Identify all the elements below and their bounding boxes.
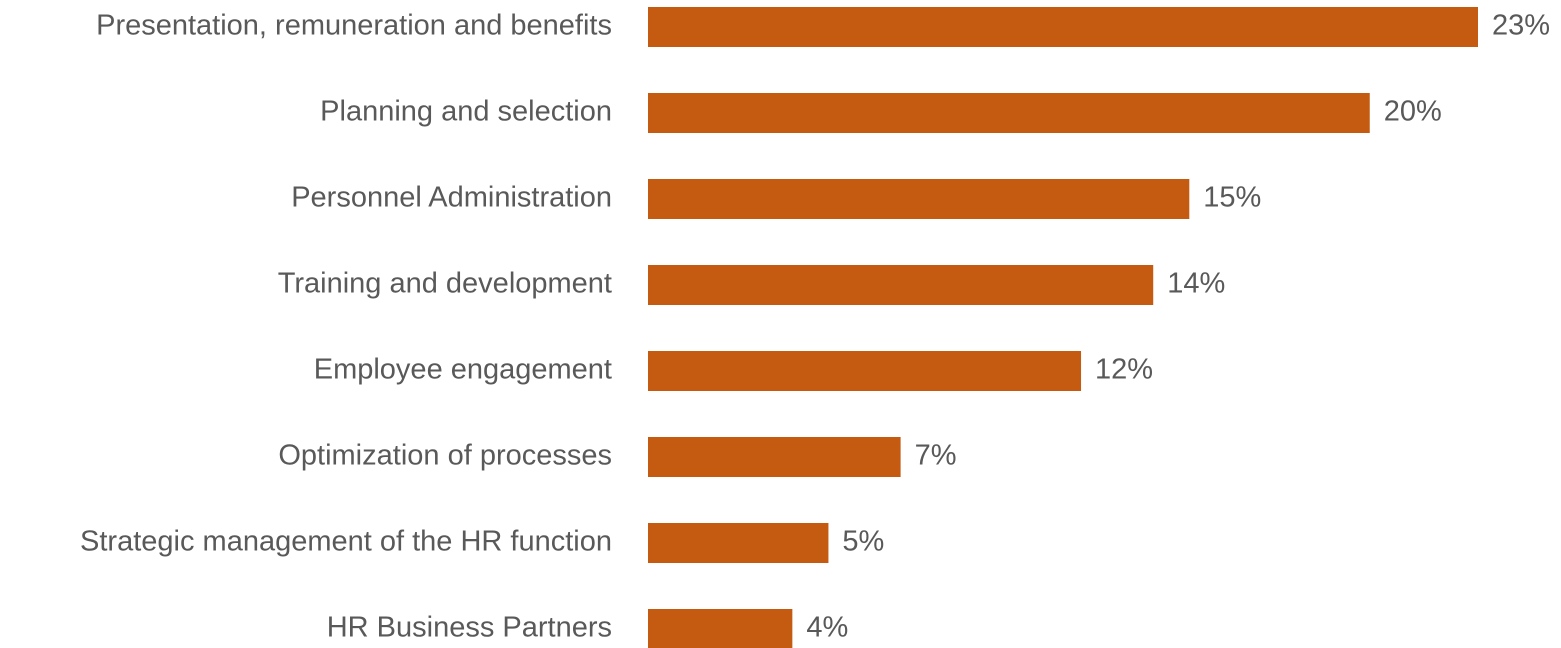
bar xyxy=(648,93,1370,133)
category-label: Optimization of processes xyxy=(278,440,612,472)
category-label: Personnel Administration xyxy=(291,182,612,214)
value-label: 15% xyxy=(1203,182,1261,214)
value-label: 4% xyxy=(806,612,848,644)
bar xyxy=(648,179,1190,219)
category-label: Training and development xyxy=(278,268,612,300)
category-label: Strategic management of the HR function xyxy=(80,526,612,558)
bar xyxy=(648,609,793,648)
bar xyxy=(648,265,1154,305)
value-label: 23% xyxy=(1492,10,1550,42)
bar xyxy=(648,523,829,563)
category-label: Planning and selection xyxy=(320,96,612,128)
value-label: 20% xyxy=(1384,96,1442,128)
value-label: 7% xyxy=(915,440,957,472)
value-label: 12% xyxy=(1095,354,1153,386)
bar xyxy=(648,437,901,477)
value-label: 5% xyxy=(842,526,884,558)
category-label: Employee engagement xyxy=(314,354,612,386)
category-label: HR Business Partners xyxy=(327,612,612,644)
category-label: Presentation, remuneration and benefits xyxy=(96,10,612,42)
bar xyxy=(648,7,1478,47)
bar xyxy=(648,351,1082,391)
value-label: 14% xyxy=(1167,268,1225,300)
